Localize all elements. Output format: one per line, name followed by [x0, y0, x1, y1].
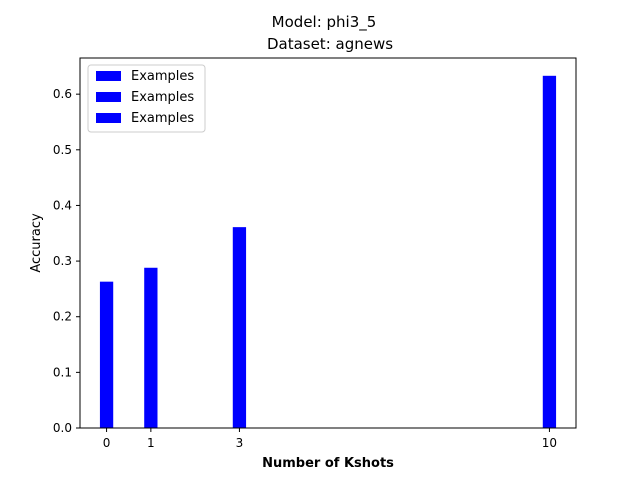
y-tick-label: 0.4: [53, 198, 72, 212]
bar-1: [144, 267, 158, 428]
y-tick-label: 0.2: [53, 310, 72, 324]
legend-label: Examples: [131, 111, 194, 126]
legend-entries: Examples Examples Examples: [96, 69, 194, 126]
plot-frame: [79, 57, 577, 429]
x-axis: 0 1 3 10: [103, 428, 557, 450]
y-tick-label: 0.1: [53, 365, 72, 379]
y-axis: 0.0 0.1 0.2 0.3 0.4 0.5 0.6: [53, 87, 80, 435]
bars-group: [99, 75, 557, 429]
bar-10: [542, 75, 557, 429]
y-tick-label: 0.3: [53, 254, 72, 268]
legend-swatch: [96, 71, 121, 81]
y-tick-label: 0.5: [53, 143, 72, 157]
chart-title-line-1: Model: phi3_5: [272, 13, 377, 32]
y-tick-label: 0.0: [53, 421, 72, 435]
legend-label: Examples: [131, 90, 194, 105]
bar-3: [232, 227, 247, 428]
legend: Examples Examples Examples: [87, 64, 206, 133]
legend-label: Examples: [131, 69, 194, 84]
x-tick-label: 1: [147, 436, 155, 450]
y-axis-label: Accuracy: [29, 213, 44, 273]
x-tick-label: 3: [236, 436, 244, 450]
y-tick-label: 0.6: [53, 87, 72, 101]
legend-swatch: [96, 92, 121, 102]
bar-0: [99, 281, 114, 428]
chart-title-line-2: Dataset: agnews: [267, 35, 393, 53]
x-tick-label: 0: [103, 436, 111, 450]
x-axis-label: Number of Kshots: [262, 456, 394, 471]
legend-swatch: [96, 113, 121, 123]
x-tick-label: 10: [542, 436, 557, 450]
